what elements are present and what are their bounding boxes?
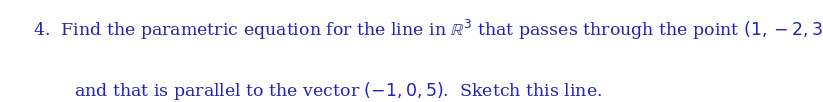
Text: 4.  Find the parametric equation for the line in $\mathbb{R}^3$ that passes thro: 4. Find the parametric equation for the …: [33, 18, 823, 42]
Text: and that is parallel to the vector $(-1, 0, 5)$.  Sketch this line.: and that is parallel to the vector $(-1,…: [74, 80, 602, 102]
